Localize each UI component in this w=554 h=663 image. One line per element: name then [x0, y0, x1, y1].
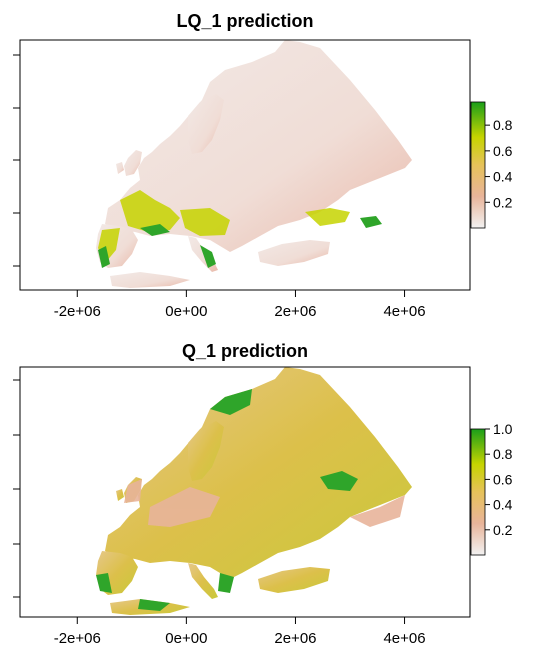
- legend-tick-label: 0.2: [493, 194, 513, 210]
- legend-tick-label: 0.4: [493, 169, 513, 185]
- x-axis: -2e+06 0e+00 2e+06 4e+06: [54, 290, 426, 320]
- color-legend: 0.2 0.4 0.6 0.8 1.0: [470, 421, 513, 556]
- prediction-raster: [96, 40, 412, 288]
- prediction-raster: [96, 367, 412, 615]
- y-axis: [13, 54, 20, 267]
- plot-frame: [19, 39, 471, 291]
- x-tick-label: 0e+00: [165, 303, 207, 320]
- legend-tick-label: 0.2: [493, 522, 513, 538]
- legend-tick-label: 0.8: [493, 446, 513, 462]
- x-tick-label: 0e+00: [165, 630, 207, 647]
- chart-panel-lq: LQ_1 prediction -2e+06 0e+00 2e+06 4e+06: [13, 11, 513, 320]
- x-tick-label: -2e+06: [54, 303, 101, 320]
- legend-tick-label: 0.6: [493, 471, 513, 487]
- legend-tick-label: 0.4: [493, 497, 513, 513]
- plot-frame: [19, 366, 471, 618]
- legend-tick-label: 0.6: [493, 143, 513, 159]
- chart-panel-q: Q_1 prediction -2e+06 0e+00 2e+06 4e+06: [13, 341, 513, 647]
- x-tick-label: 2e+06: [274, 630, 316, 647]
- legend-tick-label: 1.0: [493, 421, 513, 437]
- legend-color-bar: [470, 101, 486, 229]
- x-tick-label: 4e+06: [383, 303, 425, 320]
- x-tick-label: -2e+06: [54, 630, 101, 647]
- legend-color-bar: [470, 428, 486, 556]
- chart-title: Q_1 prediction: [182, 341, 308, 361]
- chart-title: LQ_1 prediction: [176, 11, 313, 31]
- color-legend: 0.2 0.4 0.6 0.8: [470, 101, 513, 229]
- x-axis: -2e+06 0e+00 2e+06 4e+06: [54, 617, 426, 647]
- x-tick-label: 4e+06: [383, 630, 425, 647]
- legend-tick-label: 0.8: [493, 117, 513, 133]
- x-tick-label: 2e+06: [274, 303, 316, 320]
- y-axis: [13, 379, 20, 598]
